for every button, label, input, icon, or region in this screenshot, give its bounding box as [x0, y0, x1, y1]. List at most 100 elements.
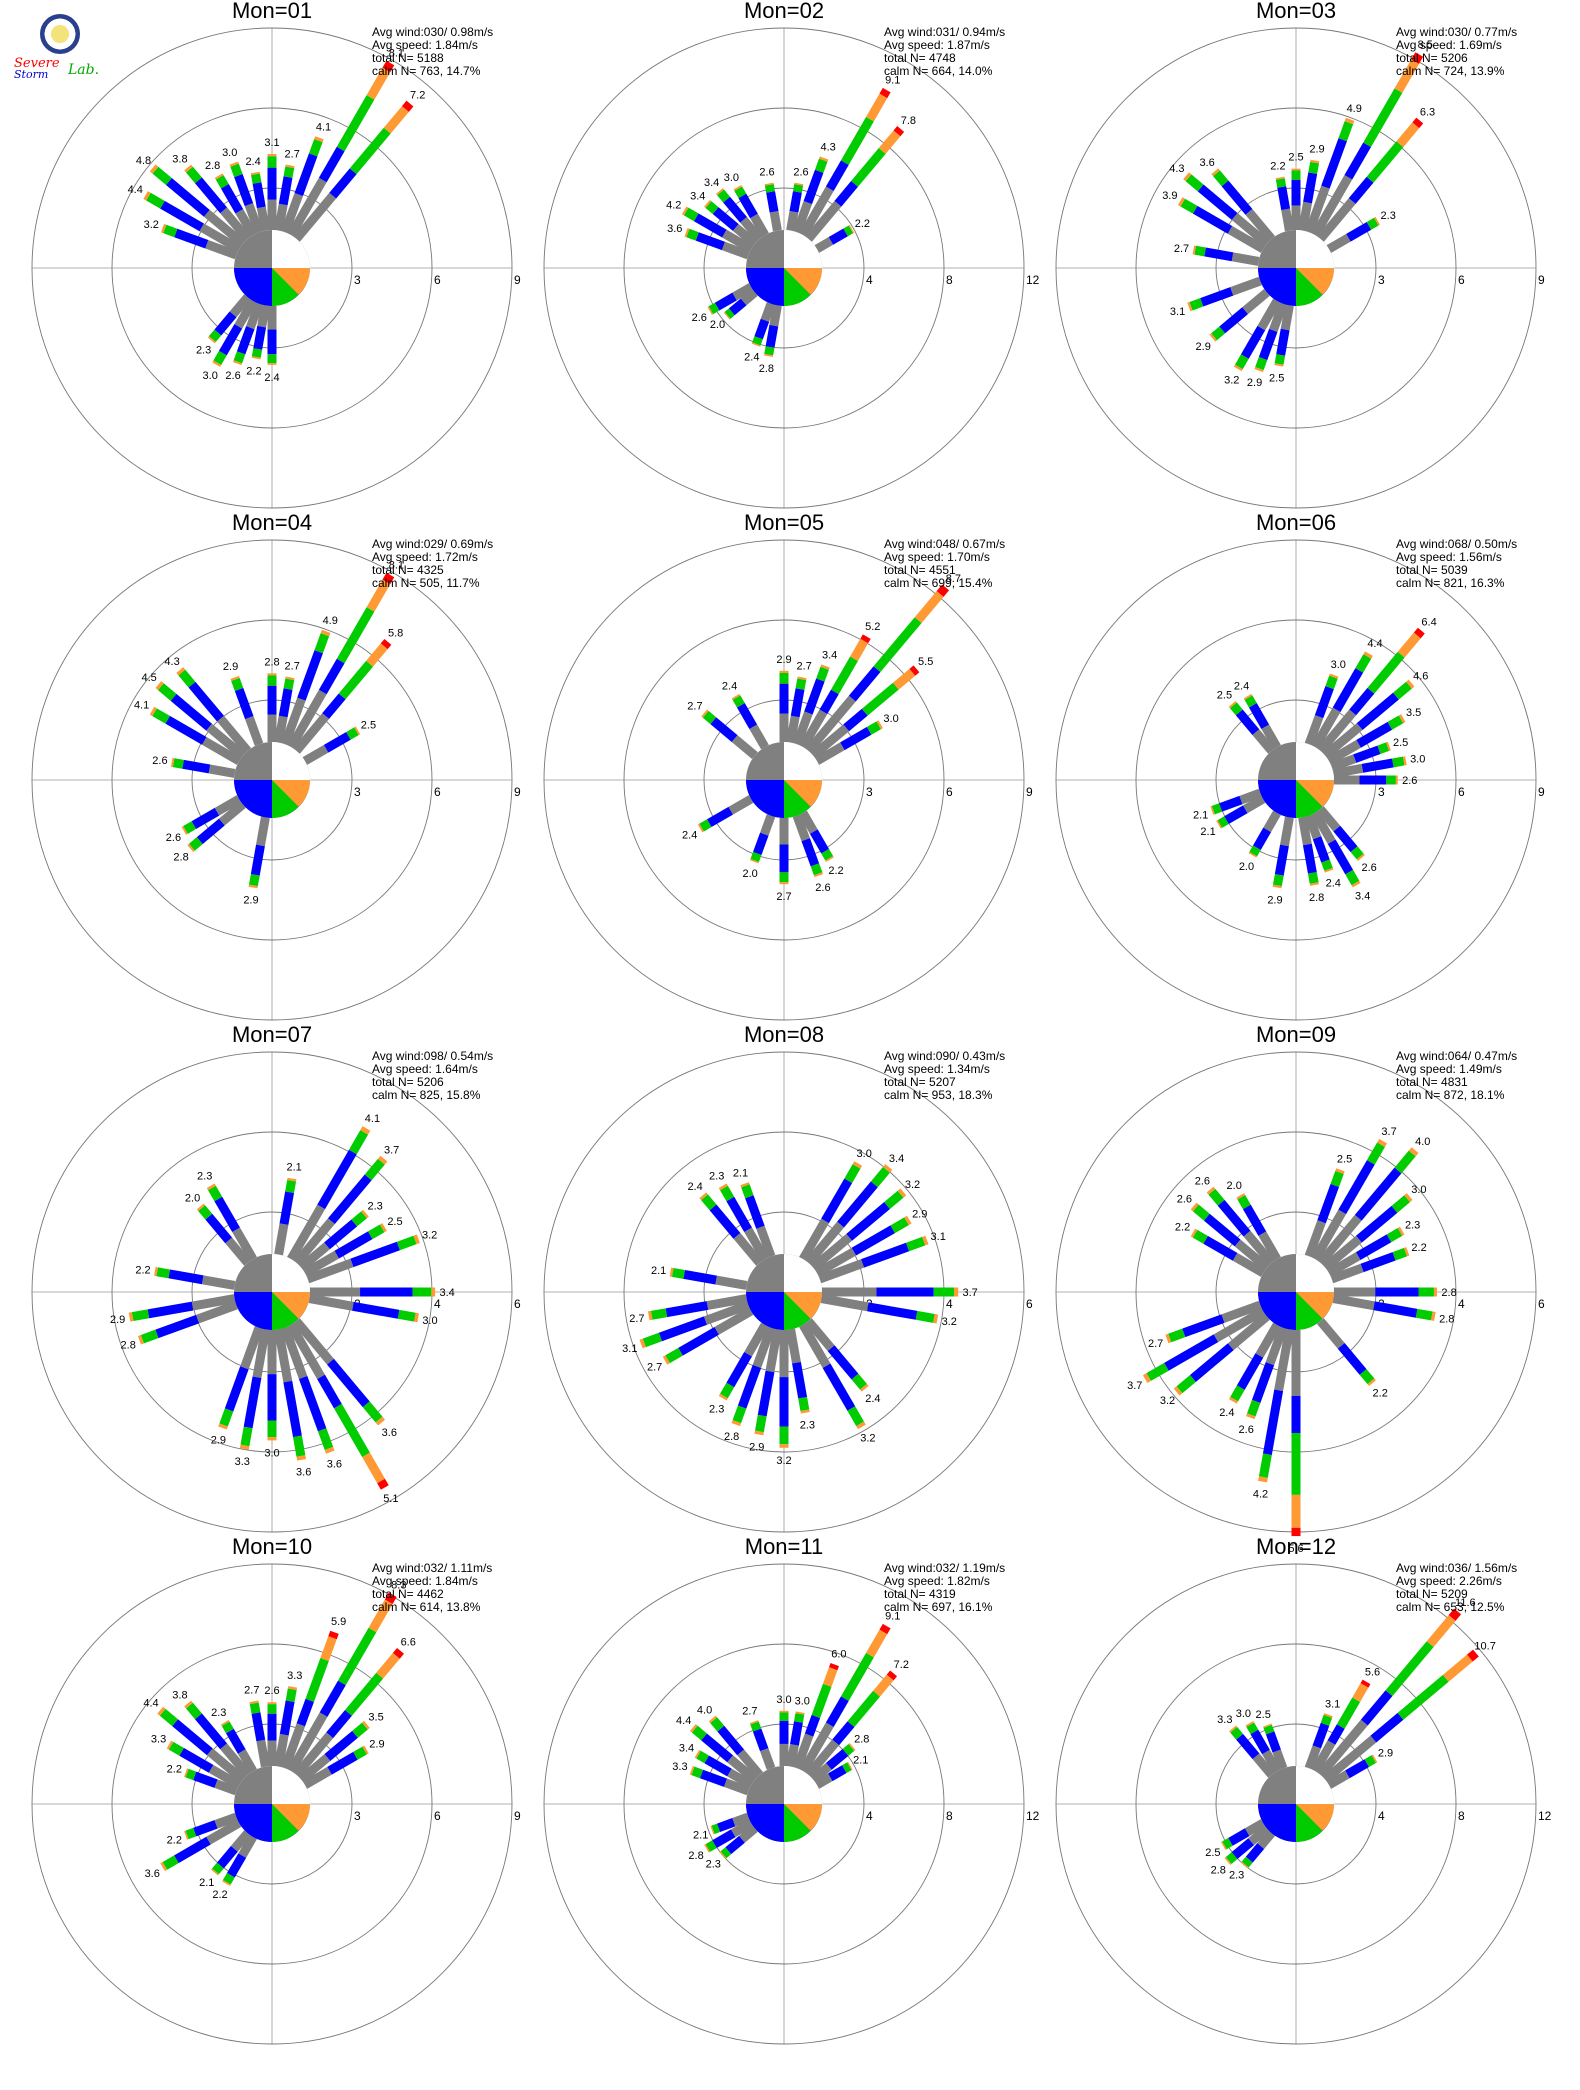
bar-value-label: 2.8: [854, 1734, 869, 1746]
calm-sector: [784, 268, 811, 306]
bar-segment: [797, 676, 807, 681]
bar-segment: [360, 1126, 371, 1135]
bar-segment: [274, 715, 288, 744]
bar-value-label: 3.0: [203, 370, 218, 382]
bar-segment: [220, 184, 244, 214]
bar-segment: [1204, 247, 1234, 262]
bar-segment: [756, 1225, 776, 1258]
bar-segment: [1275, 178, 1287, 188]
calm-sector: [746, 1804, 784, 1842]
bar-value-label: 8.7: [946, 573, 961, 585]
bar-segment: [1219, 795, 1243, 812]
bar-value-label: 2.0: [1227, 1180, 1242, 1192]
bar-segment: [230, 675, 240, 681]
bar-segment: [1209, 333, 1217, 342]
bar-segment: [1353, 745, 1381, 763]
bar-segment: [689, 1766, 695, 1776]
bar-value-label: 2.7: [285, 149, 300, 161]
bar-segment: [720, 1382, 735, 1399]
direction-bar: [1228, 701, 1276, 754]
calm-sector: [272, 268, 310, 295]
bar-segment: [1387, 715, 1404, 730]
range-ring: [623, 107, 945, 429]
bar-segment: [225, 1237, 252, 1266]
stats-line: total N= 5209: [1396, 1587, 1468, 1601]
bar-segment: [683, 207, 699, 222]
bar-segment: [1230, 1726, 1244, 1740]
calm-sector: [272, 1254, 310, 1292]
bar-value-label: 2.9: [776, 654, 791, 666]
bar-segment: [221, 1721, 234, 1734]
calm-sector: [1296, 230, 1334, 268]
bar-segment: [1236, 1193, 1246, 1200]
windrose-panel: Mon=013 6 98.17.24.12.73.12.43.02.83.84.84…: [31, 0, 521, 509]
direction-bar: [155, 681, 246, 760]
bar-segment: [804, 1739, 840, 1778]
bar-value-label: 5.5: [918, 656, 933, 668]
bar-segment: [715, 1275, 748, 1290]
bar-segment: [234, 687, 254, 720]
bar-segment: [1370, 1712, 1404, 1743]
bar-segment: [1406, 679, 1415, 689]
bar-segment: [822, 1667, 838, 1687]
bar-segment: [1373, 1301, 1418, 1318]
bar-value-label: 3.2: [860, 1432, 875, 1444]
windrose-panel: Mon=11 4 8 12 9.1 7.2 6.0 2.8 2.1 3.0 3.0 2.7 4.0 4.4…: [543, 1534, 1040, 2045]
bar-segment: [779, 818, 789, 845]
bar-value-label: 2.9: [912, 1209, 927, 1221]
direction-bar: [689, 1724, 758, 1784]
direction-bar: [1334, 1287, 1438, 1297]
bar-value-label: 2.6: [1402, 775, 1417, 787]
bar-segment: [779, 1330, 789, 1378]
bar-segment: [744, 1227, 769, 1262]
bar-segment: [285, 1179, 297, 1193]
direction-bar: [1311, 810, 1361, 888]
bar-segment: [346, 727, 359, 740]
bar-segment: [757, 1370, 775, 1417]
bar-segment: [1185, 174, 1204, 192]
bar-segment: [338, 660, 374, 700]
bar-segment: [1314, 686, 1334, 719]
direction-bar: [697, 795, 754, 833]
bar-segment: [1345, 1759, 1370, 1779]
bar-segment: [1228, 1396, 1239, 1404]
direction-bar: [669, 1267, 748, 1290]
bar-segment: [1236, 1733, 1260, 1760]
bar-segment: [1280, 304, 1294, 331]
bar-value-label: 3.6: [382, 1427, 397, 1439]
bar-segment: [1397, 1226, 1405, 1236]
bar-value-label: 6.0: [831, 1648, 846, 1660]
bar-segment: [1258, 328, 1278, 361]
stats-line: Avg speed: 1.34m/s: [884, 1062, 990, 1076]
direction-bar: [218, 1326, 264, 1430]
bar-value-label: 3.4: [889, 1153, 904, 1165]
bar-segment: [431, 1287, 436, 1297]
bar-segment: [412, 1287, 432, 1297]
bar-segment: [376, 1652, 400, 1679]
bar-segment: [714, 1307, 754, 1335]
bar-segment: [740, 1182, 750, 1188]
direction-bar: [1142, 1307, 1266, 1383]
bar-segment: [1364, 1755, 1376, 1768]
bar-segment: [1211, 168, 1220, 177]
bar-segment: [324, 1446, 335, 1454]
bar-value-label: 2.3: [211, 1707, 226, 1719]
bar-segment: [1366, 1142, 1385, 1165]
bar-segment: [832, 1721, 855, 1746]
bar-segment: [1338, 121, 1354, 142]
direction-bar: [149, 706, 242, 765]
bar-segment: [754, 1414, 767, 1433]
stats-line: Avg wind:032/ 1.19m/s: [884, 1561, 1005, 1575]
bar-segment: [160, 1861, 168, 1872]
direction-bar: [1240, 1830, 1276, 1869]
bar-value-label: 4.0: [1415, 1136, 1430, 1148]
bar-segment: [279, 1700, 295, 1736]
direction-bar: [239, 1328, 270, 1450]
bar-value-label: 2.6: [692, 312, 707, 324]
bar-segment: [1316, 709, 1357, 754]
bar-segment: [185, 1702, 202, 1720]
bar-segment: [194, 1713, 228, 1750]
bar-segment: [152, 166, 172, 185]
bar-segment: [906, 1236, 926, 1252]
calm-sector: [1296, 268, 1323, 306]
